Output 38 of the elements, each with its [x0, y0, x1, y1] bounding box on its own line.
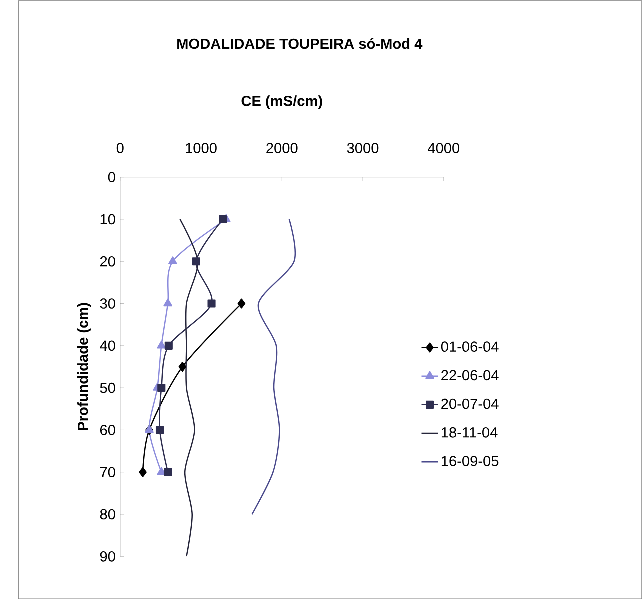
legend-label: 22-06-04	[442, 370, 499, 381]
y-tick-label: 20	[100, 256, 116, 267]
point	[164, 298, 173, 307]
point	[208, 300, 216, 308]
point	[139, 467, 147, 478]
x-tick-label: 2000	[266, 143, 298, 154]
legend-label: 16-09-05	[442, 456, 499, 466]
point	[219, 215, 228, 224]
y-tick-label: 50	[100, 382, 116, 394]
x-tick-label: 1000	[186, 143, 217, 154]
point	[164, 468, 172, 476]
line-series	[252, 218, 296, 516]
y-tick-label: 40	[100, 340, 116, 352]
line-series	[180, 218, 199, 557]
point	[192, 258, 200, 266]
point	[145, 425, 154, 433]
point	[164, 342, 173, 350]
point	[238, 298, 246, 309]
x-tick-label: 3000	[347, 143, 379, 154]
x-tick-label: 0	[116, 143, 124, 154]
legend-label: 18-11-04	[442, 427, 498, 438]
y-tick-label: 90	[100, 551, 116, 562]
x-tick-label: 4000	[428, 143, 460, 154]
y-tick-label: 80	[100, 509, 116, 520]
legend-label: 01-06-04	[441, 342, 499, 352]
y-tick-label: 0	[108, 172, 116, 182]
y-tick-label: 70	[100, 467, 116, 478]
y-tick-label: 60	[100, 424, 116, 436]
point	[168, 256, 178, 264]
legend-label: 20-07-04	[442, 398, 499, 410]
y-axis-title: Profundidade (cm)	[78, 303, 92, 430]
chart-title: MODALIDADE TOUPEIRA só-Mod 4	[178, 38, 423, 50]
y-tick-label: 30	[100, 298, 116, 309]
point	[178, 362, 187, 372]
point	[158, 384, 166, 392]
y-tick-label: 10	[100, 214, 116, 225]
x-axis-title: CE (mS/cm)	[242, 96, 322, 110]
point	[156, 426, 164, 434]
